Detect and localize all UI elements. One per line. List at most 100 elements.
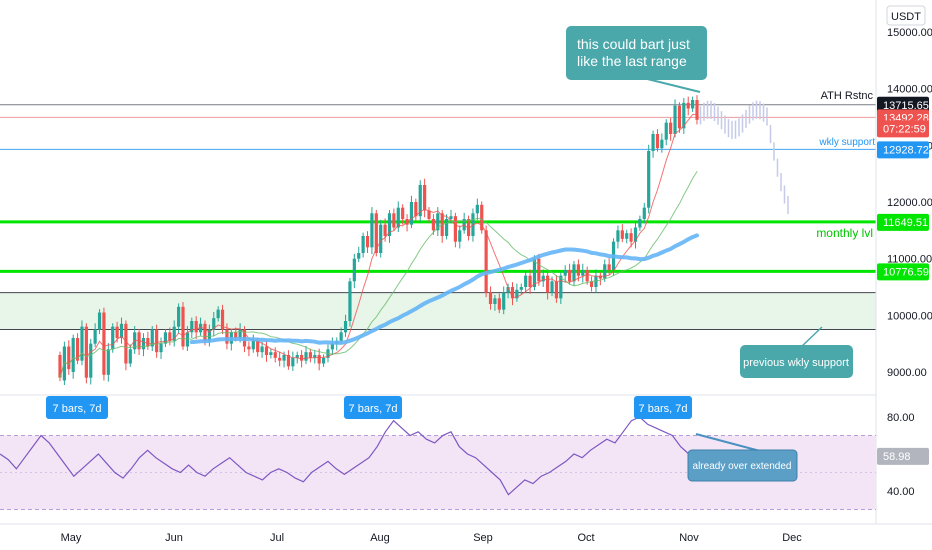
candle-body <box>348 281 352 321</box>
candle-body <box>330 343 334 350</box>
callout-top-line-1: this could bart just <box>577 36 690 52</box>
callout-wkly[interactable]: previous wkly support <box>740 326 853 378</box>
candle-body <box>563 270 567 276</box>
candle-body <box>212 318 216 330</box>
candle-body <box>273 352 277 358</box>
candle-body <box>493 298 497 304</box>
candle-body <box>343 321 348 333</box>
candle-body <box>260 346 264 353</box>
price-tag-text: 13715.65 <box>883 100 929 112</box>
callout-rsi-box <box>687 449 798 482</box>
currency-badge[interactable]: USDT <box>886 5 926 26</box>
callout-rsi[interactable]: already over extended <box>687 433 798 482</box>
price-tick-label: 14000.00 <box>887 84 932 96</box>
time-tick-label: May <box>61 532 82 544</box>
price-tag-box <box>877 213 929 231</box>
callout-top[interactable]: this could bart just like the last range <box>566 26 707 93</box>
candle-body <box>321 357 326 364</box>
candle-body <box>387 213 392 236</box>
price-tag-box <box>877 263 929 281</box>
price-tag-text: 07:22:59 <box>883 123 926 135</box>
candle-body <box>576 264 580 276</box>
candle-body <box>484 230 488 293</box>
candle-body <box>181 306 185 347</box>
candle-body <box>633 227 638 242</box>
candle-body <box>616 230 620 242</box>
bars-pattern-label-3[interactable]: 7 bars, 7d <box>634 396 692 419</box>
candle-body <box>304 352 308 361</box>
candle-body <box>264 346 269 355</box>
candle-body <box>594 275 598 287</box>
rsi-axis[interactable]: 40.00 80.00 <box>887 412 915 498</box>
candle-body <box>510 287 515 299</box>
candle-body <box>506 287 510 293</box>
candle-body <box>102 312 106 375</box>
currency-label: USDT <box>891 11 921 23</box>
price-tick-label: 15000.00 <box>887 27 932 39</box>
candle-body <box>238 329 242 338</box>
candle-body <box>651 134 655 151</box>
candle-body <box>80 326 84 361</box>
candle-body <box>295 355 299 358</box>
candle-body <box>313 355 317 358</box>
moving-averages <box>59 113 699 379</box>
bars-label-3-text: 7 bars, 7d <box>639 403 688 415</box>
candle-body <box>194 321 198 333</box>
bars-label-2-box <box>344 396 402 419</box>
candle-body <box>370 213 374 248</box>
ma-line-fast <box>59 113 698 379</box>
candle-body <box>291 357 295 367</box>
callout-top-line-2: like the last range <box>577 53 687 69</box>
bars-pattern-label-1[interactable]: 7 bars, 7d <box>46 396 108 419</box>
candle-body <box>216 309 220 319</box>
time-axis[interactable]: May Jun Jul Aug Sep Oct Nov Dec <box>61 532 803 544</box>
candle-body <box>383 224 387 236</box>
candle-body <box>559 275 563 299</box>
candle-body <box>581 270 585 276</box>
candle-body <box>251 340 255 350</box>
candle-body <box>431 219 436 231</box>
callout-wkly-pointer <box>799 326 823 349</box>
candle-body <box>357 253 361 259</box>
candle-body <box>607 264 611 270</box>
candle-body <box>396 207 400 228</box>
candle-body <box>449 216 453 219</box>
candle-body <box>124 323 128 364</box>
price-tag-box <box>877 120 929 138</box>
time-tick-label: Dec <box>782 532 802 544</box>
candle-body <box>220 309 225 330</box>
candle-body <box>475 204 479 214</box>
candle-body <box>629 233 633 242</box>
candle-body <box>528 275 532 287</box>
candle-body <box>669 122 673 134</box>
candle-body <box>682 102 686 129</box>
candle-body <box>458 230 462 242</box>
candle-body <box>352 258 356 282</box>
time-tick-label: Aug <box>370 532 390 544</box>
candle-body <box>365 236 370 248</box>
candle-body <box>589 281 594 287</box>
candle-body <box>673 105 677 134</box>
candle-body <box>150 329 154 347</box>
bars-label-1-text: 7 bars, 7d <box>53 403 102 415</box>
candle-body <box>190 321 194 333</box>
price-tag-text: 12928.72 <box>883 144 929 156</box>
candle-body <box>300 355 304 361</box>
candle-body <box>198 323 203 333</box>
candle-body <box>379 224 383 253</box>
monthly-level-label: monthly lvl <box>816 226 873 240</box>
candle-body <box>691 100 695 109</box>
price-tick-label: 10000.00 <box>887 310 932 322</box>
price-tag-text: 11649.51 <box>883 217 928 229</box>
candle-body <box>84 326 88 378</box>
candle-body <box>308 352 313 358</box>
candle-body <box>554 281 559 299</box>
price-tick-label: 12000.00 <box>887 197 932 209</box>
candle-body <box>568 270 572 282</box>
candle-body <box>256 340 260 353</box>
candle-body <box>119 323 124 338</box>
candle-body <box>234 332 238 338</box>
bars-pattern-label-2[interactable]: 7 bars, 7d <box>344 396 402 419</box>
candle-body <box>159 343 163 353</box>
